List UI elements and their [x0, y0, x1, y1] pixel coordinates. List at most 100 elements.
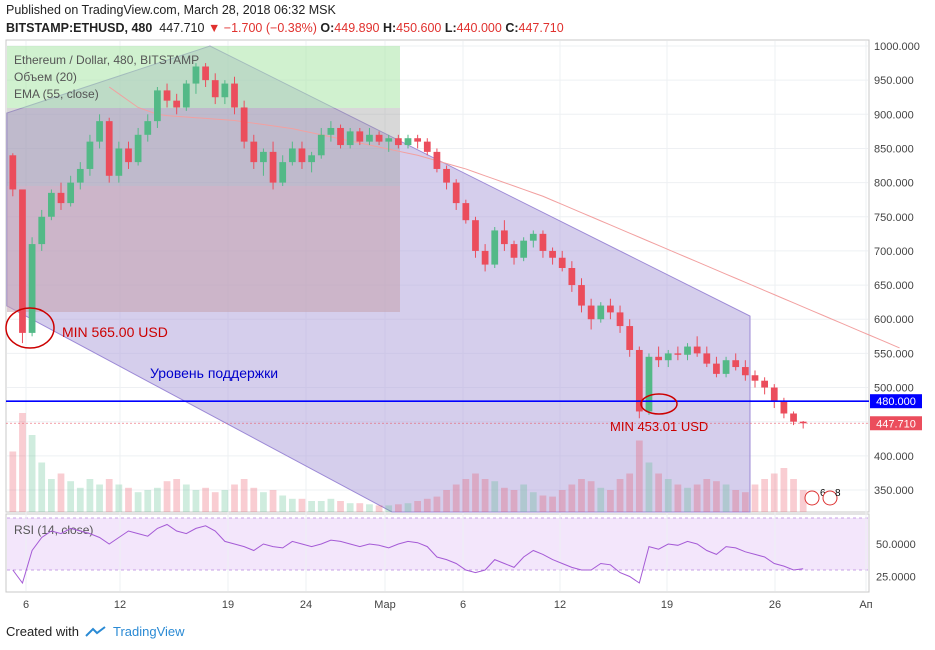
candle-body [346, 131, 354, 146]
volume-bar [443, 490, 450, 512]
volume-bar [192, 490, 200, 512]
candle-body [57, 192, 65, 204]
volume-bar [713, 481, 720, 512]
low-value: 440.000 [456, 21, 502, 35]
candle-body [134, 134, 142, 163]
candle-body [86, 141, 94, 169]
x-tick-label: 19 [222, 599, 234, 611]
volume-bar [269, 490, 277, 512]
volume-bar [105, 479, 113, 512]
candle-body [394, 138, 402, 146]
volume-bar [327, 498, 335, 512]
candle-body [19, 189, 26, 333]
candle-body [443, 168, 450, 183]
min2-circle [640, 393, 678, 415]
volume-bar [626, 473, 634, 512]
symbol-line: BITSTAMP:ETHUSD, 480 447.710 ▼ −1.700 (−… [6, 21, 564, 35]
y-tick-label: 800.000 [874, 178, 914, 190]
candle-body [472, 220, 479, 251]
x-tick-label: Мар [374, 599, 396, 611]
volume-bar [587, 481, 595, 512]
volume-bar [539, 495, 547, 512]
volume-bar [48, 479, 55, 512]
candle-body [423, 141, 431, 152]
volume-bar [19, 413, 26, 512]
volume-bar [231, 484, 238, 512]
volume-bar [790, 479, 797, 512]
candle-body [38, 216, 46, 245]
x-tick-label: 6 [23, 599, 29, 611]
candle-body [48, 192, 55, 217]
close-label: C: [505, 21, 519, 35]
candle-body [635, 349, 643, 412]
volume-bar [202, 487, 209, 512]
volume-bar [154, 487, 161, 512]
candle-body [684, 346, 691, 355]
volume-bar [317, 501, 325, 512]
x-tick-label: 6 [460, 599, 466, 611]
event-flag-icon[interactable] [804, 490, 820, 506]
volume-bar [173, 479, 181, 512]
candle-body [269, 151, 277, 183]
chart-svg[interactable]: 1000.000 950.000 900.000 850.000 800.000 750.… [0, 38, 935, 650]
tradingview-link[interactable]: TradingView [112, 624, 185, 639]
candle-body [192, 66, 200, 84]
volume-bar [28, 435, 36, 512]
volume-bar [163, 481, 171, 512]
volume-bar [607, 490, 614, 512]
candle-body [770, 387, 778, 402]
candle-body [96, 121, 103, 142]
candle-body [549, 250, 556, 258]
volume-bar [558, 490, 566, 512]
candle-body [529, 233, 537, 241]
event-flag-icon-2[interactable] [822, 490, 838, 506]
candle-body [115, 148, 123, 176]
legend-ema: EMA (55, close) [14, 87, 99, 101]
volume-bar [182, 484, 190, 512]
candle-body [799, 421, 807, 424]
candle-body [221, 83, 229, 98]
volume-bar [394, 504, 402, 512]
volume-bar [761, 479, 768, 512]
volume-bar [616, 479, 624, 512]
candle-body [597, 305, 605, 320]
support-label: Уровень поддержки [150, 365, 278, 381]
volume-bar [674, 484, 682, 512]
volume-bar [298, 498, 306, 512]
volume-bar [770, 473, 778, 512]
x-tick-label: 24 [300, 599, 312, 611]
candle-body [144, 121, 152, 135]
candle-body [568, 268, 576, 286]
volume-bar [385, 505, 393, 512]
candle-body [317, 134, 325, 156]
volume-bar [414, 501, 422, 512]
volume-bar [452, 484, 460, 512]
footer: Created with TradingView [6, 624, 185, 639]
volume-bar [780, 468, 788, 512]
candle-body [558, 257, 566, 268]
created-with: Created with [6, 624, 79, 639]
rsi-band [7, 518, 868, 570]
volume-bar [211, 492, 219, 512]
close-value: 447.710 [518, 21, 564, 35]
legend-volume: Объем (20) [14, 70, 77, 84]
volume-bar [86, 479, 94, 512]
candle-body [414, 138, 422, 142]
volume-bar [423, 498, 431, 512]
tradingview-logo-icon [85, 625, 106, 637]
candle-body [510, 244, 518, 258]
volume-bar [366, 504, 373, 512]
y-tick-label: 400.000 [874, 451, 914, 463]
candle-body [279, 162, 287, 183]
candle-body [645, 356, 653, 412]
y-tick-label: 350.000 [874, 485, 914, 497]
y-tick-label: 550.000 [874, 348, 914, 360]
candle-body [539, 233, 547, 251]
volume-bar [9, 451, 17, 512]
volume-bar [799, 490, 807, 512]
volume-bar [240, 479, 248, 512]
volume-bar [356, 503, 364, 512]
x-tick-label: 12 [114, 599, 126, 611]
candle-body [433, 151, 441, 169]
candle-body [481, 250, 489, 265]
